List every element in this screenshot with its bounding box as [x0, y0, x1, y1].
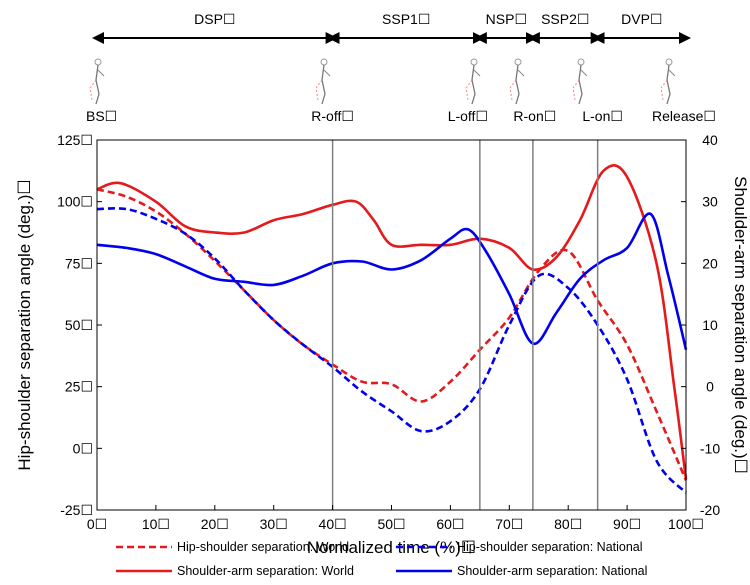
- phase-arrows: DSP☐ SSP1☐ NSP☐ SSP2☐ DVP☐: [92, 11, 691, 44]
- left-y-tick-label: 75☐: [65, 255, 93, 271]
- series-line: [96, 164, 688, 480]
- x-tick-label: 0☐: [87, 516, 107, 532]
- x-tick-label: 100☐: [668, 516, 704, 532]
- phase-label: NSP☐: [486, 11, 527, 27]
- right-y-tick-label: 10: [702, 317, 718, 333]
- left-y-axis-title: Hip-shoulder separation angle (deg.)☐: [15, 179, 34, 470]
- event-lines: [331, 140, 599, 510]
- phase-label: SSP1☐: [382, 11, 430, 27]
- legend: Hip-shoulder separation: World Hip-should…: [116, 540, 647, 578]
- left-y-tick-label: 25☐: [65, 379, 93, 395]
- left-y-tick-label: 0☐: [73, 440, 93, 456]
- series-lines: [96, 164, 688, 494]
- x-tick-label: 90☐: [613, 516, 641, 532]
- series-line: [96, 207, 687, 494]
- phase-label: DSP☐: [194, 11, 235, 27]
- left-y-tick-label: -25☐: [60, 502, 93, 518]
- event-label: Release☐: [652, 108, 716, 124]
- series-line: [96, 188, 688, 481]
- x-tick-label: 60☐: [436, 516, 464, 532]
- pose-figure: [315, 58, 331, 105]
- pose-figure: [660, 58, 676, 105]
- right-y-tick-label: 20: [702, 255, 718, 271]
- right-y-tick-label: -20: [700, 502, 720, 518]
- x-tick-label: 40☐: [319, 516, 347, 532]
- legend-label: Hip-shoulder separation: World: [177, 540, 349, 554]
- right-y-tick-label: 40: [702, 132, 718, 148]
- event-label: R-on☐: [513, 108, 556, 124]
- right-y-tick-label: 0: [706, 379, 714, 395]
- phase-label: DVP☐: [621, 11, 662, 27]
- event-label: L-on☐: [582, 108, 623, 124]
- legend-label: Hip-shoulder separation: National: [457, 540, 643, 554]
- x-tick-label: 70☐: [495, 516, 523, 532]
- event-labels: BS☐ R-off☐ L-off☐ R-on☐ L-on☐ Release☐: [86, 108, 716, 124]
- right-y-tick-label: -10: [700, 440, 720, 456]
- left-y-axis-ticks: -25☐ 0☐ 25☐ 50☐ 75☐ 100☐ 125☐: [57, 132, 102, 518]
- left-y-tick-label: 100☐: [57, 194, 93, 210]
- phase-label: SSP2☐: [541, 11, 589, 27]
- x-tick-label: 50☐: [377, 516, 405, 532]
- event-label: R-off☐: [311, 108, 354, 124]
- x-axis-title: Normalized time (%)☐: [307, 538, 476, 557]
- pose-figure: [465, 58, 481, 105]
- x-tick-label: 10☐: [142, 516, 170, 532]
- pose-figure: [89, 58, 105, 105]
- pose-figure: [509, 58, 525, 105]
- left-y-tick-label: 50☐: [65, 317, 93, 333]
- right-y-axis-title: Shoulder-arm separation angle (deg.)☐: [731, 176, 750, 474]
- event-label: BS☐: [86, 108, 117, 124]
- series-line: [96, 212, 688, 350]
- event-label: L-off☐: [448, 108, 488, 124]
- right-y-axis-ticks: -20 -10 0 10 20 30 40: [681, 132, 720, 518]
- pose-figure: [572, 58, 588, 105]
- x-tick-label: 20☐: [201, 516, 229, 532]
- legend-label: Shoulder-arm separation: World: [177, 564, 354, 578]
- legend-label: Shoulder-arm separation: National: [457, 564, 647, 578]
- x-tick-label: 30☐: [260, 516, 288, 532]
- x-axis-ticks: 0☐ 10☐ 20☐ 30☐ 40☐ 50☐ 60☐ 70☐ 80☐ 90☐ 100☐: [87, 505, 704, 532]
- x-tick-label: 80☐: [554, 516, 582, 532]
- left-y-tick-label: 125☐: [57, 132, 93, 148]
- right-y-tick-label: 30: [702, 194, 718, 210]
- pose-figures: [89, 58, 676, 105]
